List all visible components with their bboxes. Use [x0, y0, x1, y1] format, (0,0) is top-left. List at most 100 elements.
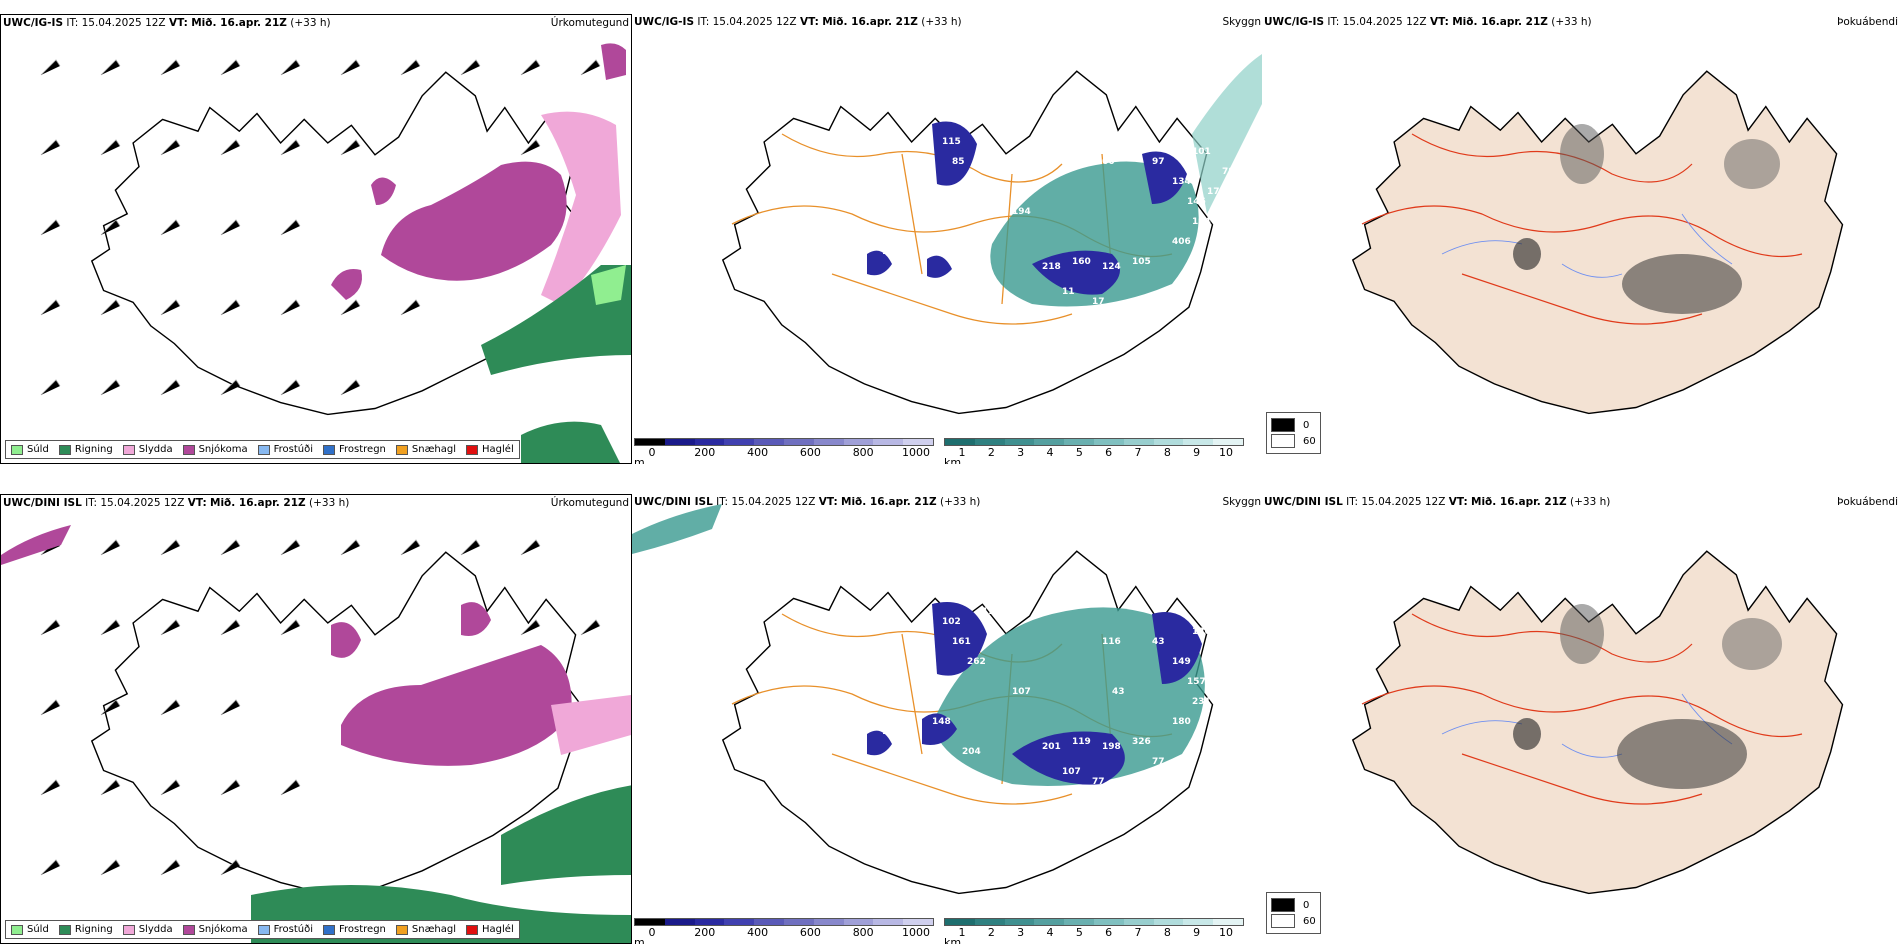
colorbar-tick: 1000	[902, 926, 930, 939]
colorbar-tick: 7	[1134, 446, 1142, 459]
fog-area	[1724, 139, 1780, 189]
precip-map	[40, 43, 631, 463]
snow-area	[1, 525, 71, 565]
ceiling-value-label: 115	[942, 137, 961, 147]
vt-label: VT:	[818, 496, 838, 508]
colorbar-swatch	[635, 439, 665, 445]
colorbar-tick: 600	[799, 446, 821, 459]
colorbar-tick: 10	[1219, 926, 1233, 939]
ceiling-value-label: 105	[1132, 257, 1151, 267]
ceiling-value-label: 97	[1152, 157, 1165, 167]
panel-header: UWC/DINI ISL IT: 15.04.2025 12Z VT: Mið.…	[3, 497, 349, 509]
ceiling-value-label: 112	[1222, 647, 1241, 657]
colorbar-tick: 800	[852, 446, 874, 459]
ceiling-value-label: 43	[1112, 687, 1125, 697]
vt-value: Mið. 16.apr. 21Z	[1452, 16, 1548, 28]
ceiling-value-label: 180	[1172, 717, 1191, 727]
precip-type-panel-top: UWC/IG-IS IT: 15.04.2025 12Z VT: Mið. 16…	[0, 14, 632, 464]
it-label: IT:	[85, 497, 98, 509]
colorbar-tick: 8	[1163, 446, 1171, 459]
ceiling-value-label: 198	[982, 607, 1001, 617]
vt-value: Mið. 16.apr. 21Z	[1471, 496, 1567, 508]
snow-area	[331, 622, 361, 658]
colorbar-swatch	[813, 919, 844, 925]
colorbar-swatch	[843, 919, 874, 925]
ceiling-value-label: 133	[962, 302, 981, 312]
legend-item: Frostregn	[323, 444, 386, 455]
ceiling-value-label: 134	[1172, 177, 1191, 187]
colorbar-tick: 200	[694, 446, 716, 459]
ceiling-value-label: 120	[1192, 627, 1211, 637]
colorbar-swatch	[843, 439, 874, 445]
ceiling-value-label: 106	[882, 727, 901, 737]
colorbar-swatch	[1183, 439, 1214, 445]
vt-label: VT:	[187, 497, 207, 509]
ceiling-value-label: 124	[1102, 262, 1121, 272]
colorbar-swatch	[1004, 439, 1035, 445]
fog-area	[1722, 618, 1782, 670]
colorbar-tick: 7	[1134, 926, 1142, 939]
ceiling-value-label: 122	[962, 267, 981, 277]
vt-label: VT:	[1429, 16, 1449, 28]
snow-area	[381, 161, 567, 281]
legend-swatch	[182, 924, 195, 935]
it-label: IT:	[1327, 16, 1340, 28]
colorbar-tick: 5	[1075, 446, 1083, 459]
colorbar-tick: 1000	[902, 446, 930, 459]
vt-value: Mið. 16.apr. 21Z	[841, 496, 937, 508]
legend-item: Snæhagl	[395, 924, 456, 935]
wind-barbs	[40, 539, 601, 876]
vt-value: Mið. 16.apr. 21Z	[210, 497, 306, 509]
visibility-panel-bottom: 102 161 262 43 149 157 201 119 198 326 180 231 108 11…	[632, 494, 1262, 944]
ceiling-value-label: 404	[962, 782, 981, 792]
it-value: 15.04.2025 12Z	[81, 17, 166, 29]
visibility-colorbar: km 1 2 3 4 5 6 7 8 9 10	[944, 918, 1244, 944]
legend-swatch	[395, 444, 408, 455]
low-visibility-area	[932, 607, 1205, 786]
ceiling-colorbar-swatches	[634, 918, 934, 926]
ceiling-value-label: 146	[1187, 197, 1206, 207]
rivers	[1441, 213, 1733, 278]
colorbar-swatch	[1213, 439, 1243, 445]
colorbar-swatch	[1153, 439, 1184, 445]
legend-swatch	[257, 924, 270, 935]
roads	[1361, 133, 1803, 325]
ceiling-value-label: 100	[882, 247, 901, 257]
legend-swatch	[182, 444, 195, 455]
precip-type-panel-bottom: UWC/DINI ISL IT: 15.04.2025 12Z VT: Mið.…	[0, 494, 632, 944]
ceiling-value-label: 201	[1042, 742, 1061, 752]
colorbar-tick: 3	[1017, 926, 1025, 939]
panel-header: UWC/IG-IS IT: 15.04.2025 12Z VT: Mið. 16…	[634, 16, 962, 28]
snow-area	[341, 645, 572, 766]
it-value: 15.04.2025 12Z	[1361, 496, 1446, 508]
ceiling-value-label: 218	[1042, 262, 1061, 272]
legend-swatch	[11, 924, 23, 935]
panel-title: Úrkomutegund	[550, 497, 629, 509]
ceiling-value-label: 101	[1192, 147, 1211, 157]
legend-item: Frostúði	[257, 924, 313, 935]
legend-swatch	[466, 444, 479, 455]
colorbar-swatch	[1093, 439, 1124, 445]
legend-item: Haglél	[466, 444, 514, 455]
model-name: UWC/IG-IS	[3, 17, 64, 29]
legend-item: Frostúði	[257, 444, 313, 455]
colorbar-swatch	[945, 919, 975, 925]
legend-swatch	[466, 924, 479, 935]
model-name: UWC/DINI ISL	[1264, 496, 1343, 508]
low-ceiling-area	[1142, 151, 1187, 204]
legend-swatch	[395, 924, 408, 935]
ceiling-value-label: 149	[1172, 657, 1191, 667]
legend-swatch	[58, 444, 71, 455]
colorbar-swatch	[1123, 919, 1154, 925]
wind-barbs	[40, 59, 601, 396]
fog-legend: 0 60	[1266, 892, 1321, 934]
legend-item: Frostregn	[323, 924, 386, 935]
model-name: UWC/DINI ISL	[3, 497, 82, 509]
panel-title: Skyggni	[1222, 496, 1263, 508]
snow-area	[461, 602, 491, 636]
ceiling-value-label: 194	[1192, 217, 1211, 227]
lead-time: (+33 h)	[921, 16, 962, 28]
panel-header: UWC/IG-IS IT: 15.04.2025 12Z VT: Mið. 16…	[3, 17, 331, 29]
